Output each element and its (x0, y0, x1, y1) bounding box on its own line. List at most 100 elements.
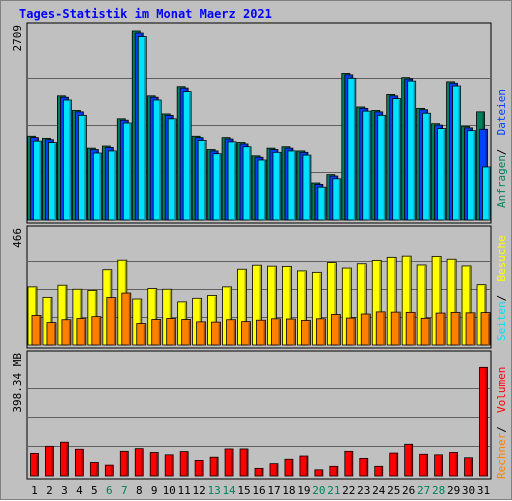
bar-rechner (46, 322, 57, 346)
bar-shade (353, 79, 356, 220)
bar-shade (264, 161, 266, 220)
bar-shade (64, 286, 67, 345)
bar-shade (234, 142, 236, 220)
legend-item-volumen: Volumen (495, 367, 508, 413)
bar-seiten (347, 77, 357, 221)
x-tick-label: 21 (327, 484, 340, 497)
bar-shade (290, 460, 293, 476)
bar-shade (113, 298, 116, 345)
bar-seiten (452, 85, 461, 221)
bar-shade (263, 321, 265, 345)
bar-seiten (197, 140, 207, 221)
bar-rechner (91, 316, 102, 346)
bar-rechner (76, 318, 87, 346)
bar-seiten (302, 154, 312, 221)
bar-shade (488, 313, 490, 345)
bar-shade (39, 142, 41, 220)
bar-shade (96, 463, 98, 476)
bar-shade (99, 154, 101, 220)
bar-volumen (194, 460, 204, 477)
bar-shade (51, 447, 53, 476)
bar-rechner (241, 321, 251, 346)
bar-shade (154, 289, 157, 345)
x-tick-label: 23 (357, 484, 370, 497)
bar-seiten (317, 186, 327, 221)
x-tick-label: 12 (193, 484, 206, 497)
legend-item-besuche: Besuche (495, 235, 508, 281)
bar-shade (395, 454, 398, 476)
x-tick-label: 14 (222, 484, 236, 497)
bar-seiten (227, 141, 237, 221)
bar-rechner (181, 319, 192, 346)
bar-seiten (48, 142, 57, 221)
bar-seiten (122, 122, 132, 221)
bar-shade (488, 167, 491, 220)
bar-shade (458, 87, 461, 220)
x-tick-label: 15 (237, 484, 250, 497)
x-tick-label: 25 (387, 484, 400, 497)
bar-shade (114, 151, 116, 220)
bar-rechner (480, 312, 491, 346)
bar-volumen (434, 454, 444, 477)
bar-seiten (182, 91, 192, 221)
bar-seiten (63, 99, 72, 221)
bar-seiten (377, 114, 387, 221)
bar-shade (469, 266, 471, 345)
bar-volumen (449, 452, 458, 477)
bar-shade (439, 257, 441, 345)
bar-volumen (224, 448, 234, 477)
x-tick-label: 29 (447, 484, 460, 497)
bar-shade (53, 323, 56, 345)
bar-rechner (420, 317, 431, 346)
panel-volume: 398.34 MB (11, 350, 492, 480)
bar-shade (159, 101, 161, 220)
bar-shade (278, 153, 281, 220)
bar-rechner (375, 311, 386, 346)
bar-seiten (137, 36, 147, 221)
x-tick-label: 9 (151, 484, 158, 497)
bar-shade (248, 322, 251, 345)
x-tick-label: 18 (282, 484, 295, 497)
bar-shade (350, 452, 353, 476)
x-tick-label: 24 (372, 484, 386, 497)
bar-rechner (345, 317, 356, 346)
bar-rechner (286, 318, 296, 346)
bar-rechner (271, 318, 281, 346)
x-tick-label: 20 (312, 484, 325, 497)
bar-shade (335, 467, 338, 476)
bar-rechner (405, 311, 416, 346)
bar-volumen (164, 454, 174, 477)
chart-panels: 2709 466 398.34 MB (11, 22, 492, 480)
bar-rechner (61, 319, 72, 346)
bar-volumen (329, 465, 339, 477)
bar-shade (323, 319, 325, 345)
bar-volumen (269, 463, 279, 477)
bar-shade (54, 143, 56, 220)
bar-volumen (134, 448, 144, 477)
bar-seiten (407, 80, 417, 221)
bar-shade (428, 114, 431, 220)
bar-shade (38, 316, 41, 345)
bar-volumen (374, 465, 384, 477)
bar-shade (111, 466, 113, 476)
bar-rechner (360, 313, 371, 346)
x-tick-label: 19 (297, 484, 310, 497)
legend-separator: / (495, 426, 508, 433)
bar-volumen (89, 462, 99, 477)
legend-item-anfragen: Anfragen (495, 155, 508, 208)
chart-legend: Anfragen / Dateien Seiten / Besuche Rechne… (495, 89, 508, 479)
bar-seiten (257, 159, 267, 221)
bar-shade (470, 458, 473, 476)
bar-shade (443, 129, 446, 220)
bar-shade (229, 287, 232, 345)
bar-shade (410, 445, 413, 476)
bar-shade (49, 298, 52, 345)
bar-shade (443, 314, 445, 345)
bar-volumen (45, 445, 54, 477)
bar-shade (158, 320, 161, 345)
bar-shade (413, 313, 415, 345)
chart-title: Tages-Statistik im Monat Maerz 2021 (19, 7, 272, 21)
bar-shade (233, 320, 236, 345)
